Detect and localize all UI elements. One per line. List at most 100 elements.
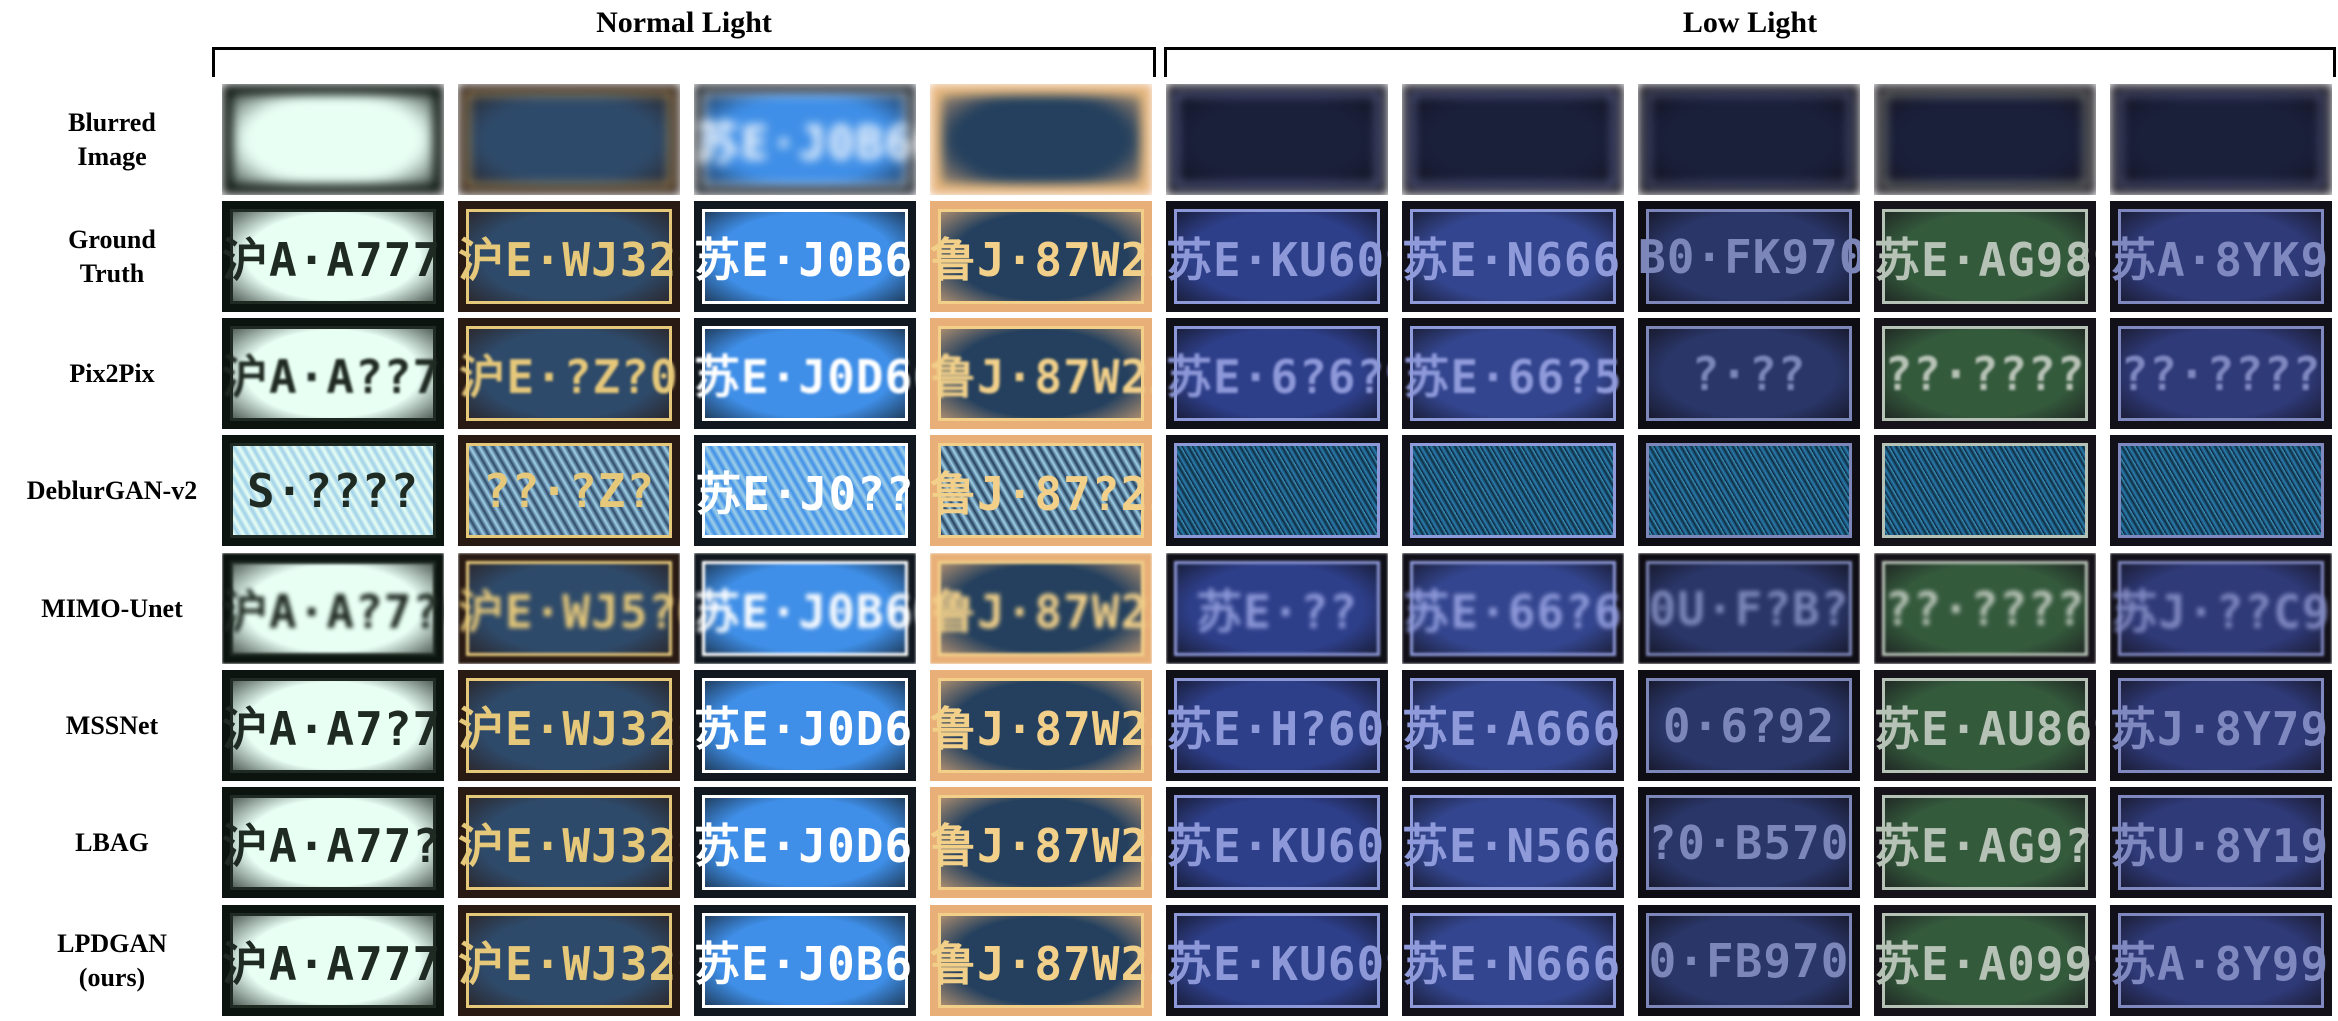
plate-characters: 苏E·N5665 [1402, 818, 1624, 873]
plate-body [1874, 201, 2096, 312]
plate-image: 苏E·KU609 [1166, 905, 1388, 1016]
plate-body [458, 84, 680, 195]
plate-body [930, 670, 1152, 781]
plate-characters: 苏E·AG9899 [1874, 232, 2096, 287]
plate-characters: ??·???? [1884, 346, 2086, 401]
row-label: Ground Truth [68, 224, 156, 288]
plate-body [694, 201, 916, 312]
group-title-normal-light: Normal Light [596, 6, 772, 39]
plate-body [1402, 905, 1624, 1016]
plate-characters: 苏A·8YK96 [2110, 232, 2332, 287]
plate-body [1402, 787, 1624, 898]
row-label: Pix2Pix [69, 358, 155, 388]
plate-image [1402, 435, 1624, 546]
plate-image: 沪A·A??706 [222, 318, 444, 429]
plate-image: ?·?? [1638, 318, 1860, 429]
plate-body [1638, 84, 1860, 195]
plate-body [694, 905, 916, 1016]
plate-body [1874, 435, 2096, 546]
plate-image: 沪A·A7?706 [222, 670, 444, 781]
plate-characters: 0U·F?B? [1648, 581, 1850, 636]
plate-body [1402, 670, 1624, 781]
plate-image: B0·FK970 [1638, 201, 1860, 312]
plate-characters: 鲁J·87W22 [930, 936, 1152, 991]
plate-body [930, 905, 1152, 1016]
plate-image: S·???? [222, 435, 444, 546]
plate-characters: 沪A·A77706 [222, 232, 444, 287]
plate-image: 沪A·A77706 [222, 201, 444, 312]
plate-image [1638, 84, 1860, 195]
plate-image [458, 84, 680, 195]
plate-image: 苏E·6?6?9 [1166, 318, 1388, 429]
plate-body [1638, 670, 1860, 781]
plate-characters: 苏E·66?6 [1403, 584, 1623, 639]
plate-image: 苏E·J0?? [694, 435, 916, 546]
plate-characters: 苏E·A6665 [1402, 701, 1624, 756]
plate-image [1874, 84, 2096, 195]
plate-characters: 苏A·8Y996 [2110, 936, 2332, 991]
plate-image [930, 84, 1152, 195]
plate-characters: 苏E·J0B66 [694, 936, 916, 991]
plate-characters: 沪E·WJ320 [458, 936, 680, 991]
plate-body [1874, 670, 2096, 781]
plate-body [1402, 84, 1624, 195]
plate-image [1638, 435, 1860, 546]
plate-image [2110, 435, 2332, 546]
plate-image: 苏E·N6665 [1402, 905, 1624, 1016]
plate-body [458, 553, 680, 664]
plate-characters: ?0·B570 [1648, 815, 1850, 870]
row-label: LPDGAN (ours) [57, 928, 167, 992]
plate-characters: 沪A·A7?706 [222, 701, 444, 756]
row-label: DeblurGAN-v2 [26, 475, 198, 505]
plate-characters: 苏E·KU609 [1166, 232, 1388, 287]
plate-image: 苏E·KU605 [1166, 787, 1388, 898]
row-label: LBAG [75, 827, 149, 857]
plate-image: 苏E·J0B66 [694, 84, 916, 195]
plate-body [930, 435, 1152, 546]
plate-image: 沪A·A?7?05 [222, 553, 444, 664]
plate-characters: 苏E·A09999 [1874, 936, 2096, 991]
plate-body [1166, 787, 1388, 898]
plate-image: ?0·B570 [1638, 787, 1860, 898]
plate-body [1166, 905, 1388, 1016]
plate-characters: B0·FK970 [1638, 229, 1860, 284]
plate-image: ??·???? [2110, 318, 2332, 429]
plate-body [222, 201, 444, 312]
plate-body [1638, 553, 1860, 664]
plate-body [1166, 553, 1388, 664]
plate-body [1638, 905, 1860, 1016]
row-label: Blurred Image [68, 107, 156, 171]
plate-image [1166, 84, 1388, 195]
plate-image [1874, 435, 2096, 546]
plate-body [930, 553, 1152, 664]
plate-characters: 鲁J·87W22 [930, 232, 1152, 287]
plate-body [2110, 84, 2332, 195]
plate-image: 苏J·8Y796 [2110, 670, 2332, 781]
plate-characters: 苏E·J0B66 [694, 584, 916, 639]
plate-image: 苏U·8Y196 [2110, 787, 2332, 898]
plate-image: 沪E·WJ320 [458, 670, 680, 781]
plate-characters: 沪A·A77?06 [222, 818, 444, 873]
plate-image: 0·6?92 [1638, 670, 1860, 781]
plate-image: 沪A·A77?06 [222, 787, 444, 898]
plate-characters: 鲁J·87W22 [930, 349, 1152, 404]
plate-image: ??·???? [1874, 553, 2096, 664]
plate-image: 鲁J·87W22 [930, 553, 1152, 664]
plate-image: 0·FB970 [1638, 905, 1860, 1016]
plate-characters: 苏E·J0D66 [694, 701, 916, 756]
plate-body [1638, 318, 1860, 429]
plate-body [1166, 318, 1388, 429]
plate-body [694, 84, 916, 195]
plate-body [694, 318, 916, 429]
plate-image: ??·???? [1874, 318, 2096, 429]
plate-characters: 鲁J·87W22 [930, 818, 1152, 873]
plate-image: 苏E·66?6 [1402, 553, 1624, 664]
plate-body [930, 201, 1152, 312]
plate-characters: 沪E·WJ320 [458, 232, 680, 287]
plate-body [2110, 201, 2332, 312]
plate-image: 沪E·WJ320 [458, 905, 680, 1016]
plate-image: 苏E·J0B66 [694, 905, 916, 1016]
plate-characters: ??·???? [1884, 581, 2086, 636]
plate-characters: 苏E·66?5 [1403, 349, 1623, 404]
plate-characters: 沪A·A77706 [222, 936, 444, 991]
